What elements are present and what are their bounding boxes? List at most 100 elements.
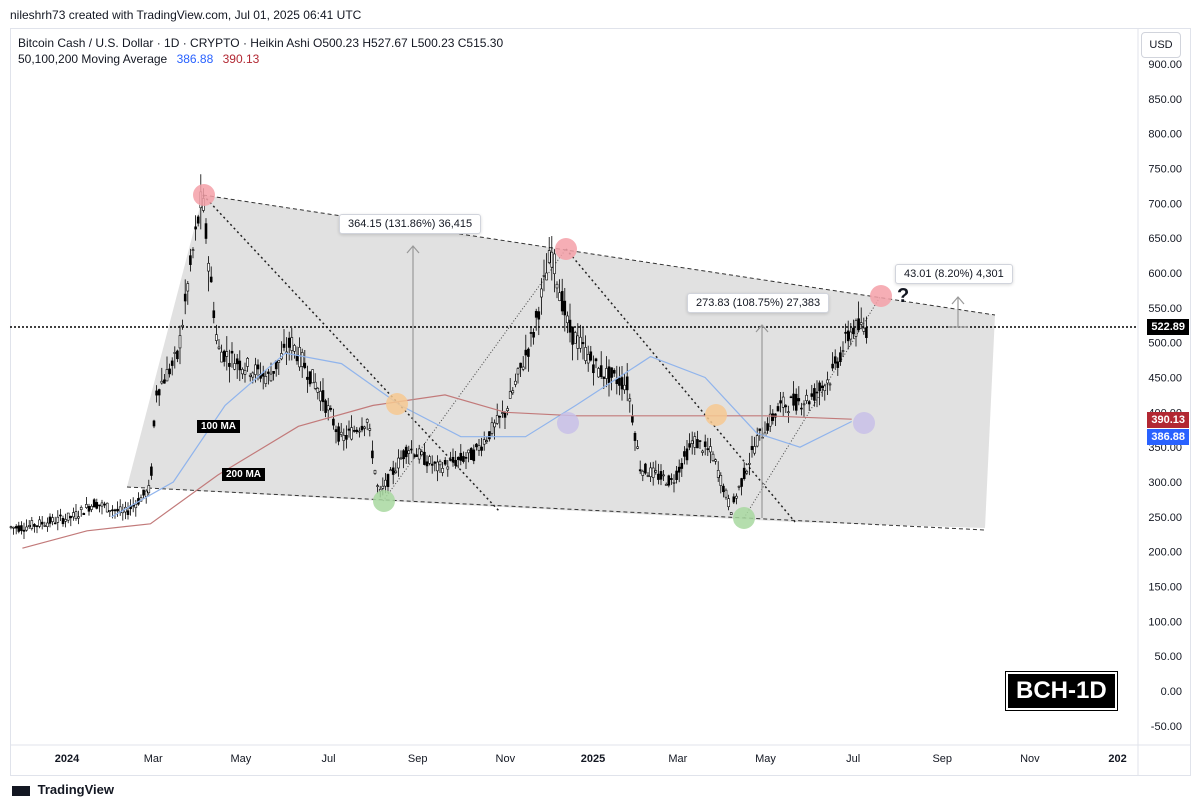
x-tick-label: 202 xyxy=(1108,753,1126,765)
bottom-marker-2 xyxy=(733,507,755,529)
candle-body xyxy=(787,411,790,414)
candle-body xyxy=(776,406,780,412)
candle-body xyxy=(443,459,447,465)
candle-body xyxy=(646,475,650,477)
candle-body xyxy=(269,373,273,382)
candle-body xyxy=(618,377,621,386)
measure-label-1[interactable]: 364.15 (131.86%) 36,415 xyxy=(339,214,482,234)
candle-body xyxy=(368,428,372,431)
candle-body xyxy=(797,398,801,402)
candle-body xyxy=(560,291,564,312)
candle-body xyxy=(750,445,754,451)
candle-body xyxy=(714,459,717,462)
candle-body xyxy=(196,216,200,224)
candle-body xyxy=(683,451,686,457)
candle-body xyxy=(680,462,684,469)
candle-body xyxy=(298,347,301,368)
candle-body xyxy=(222,350,226,362)
candle-body xyxy=(33,524,36,527)
candle-body xyxy=(501,412,504,414)
candle-body xyxy=(326,405,330,411)
bottom-marker-1 xyxy=(373,490,395,512)
candle-body xyxy=(168,368,171,375)
candle-body xyxy=(519,362,522,368)
candle-body xyxy=(623,384,626,391)
attribution-text: nileshrh73 created with TradingView.com,… xyxy=(10,8,362,22)
breakout-marker-1 xyxy=(386,393,408,415)
y-tick-label: 750.00 xyxy=(1148,164,1182,176)
candle-body xyxy=(79,507,83,510)
candle-body xyxy=(425,461,429,467)
candle-body xyxy=(306,376,309,380)
candle-body xyxy=(607,366,611,384)
y-tick-label: 50.00 xyxy=(1154,651,1182,663)
candle-body xyxy=(209,276,213,283)
candle-body xyxy=(698,440,702,442)
candle-body xyxy=(303,362,307,369)
candle-body xyxy=(308,371,312,385)
measure-label-2[interactable]: 273.83 (108.75%) 27,383 xyxy=(687,293,830,313)
candle-body xyxy=(846,330,850,342)
candle-body xyxy=(358,430,361,433)
ma-value-red: 390.13 xyxy=(222,52,260,66)
candle-body xyxy=(17,525,21,532)
candle-body xyxy=(170,360,174,366)
ma100-line xyxy=(111,352,852,518)
candle-body xyxy=(204,223,208,239)
candle-body xyxy=(664,484,668,486)
measure-arrow-3-head xyxy=(951,296,965,305)
candle-body xyxy=(493,422,496,428)
currency-button[interactable]: USD xyxy=(1141,32,1181,58)
candle-body xyxy=(516,368,520,375)
candle-body xyxy=(430,463,434,466)
candle-body xyxy=(758,428,762,431)
question-mark: ? xyxy=(897,285,910,307)
candle-body xyxy=(293,345,296,352)
symbol-line: Bitcoin Cash / U.S. Dollar · 1D · CRYPTO… xyxy=(18,36,504,50)
x-tick-label: Nov xyxy=(496,753,516,765)
candle-body xyxy=(82,512,86,516)
candle-body xyxy=(716,470,720,478)
candle-body xyxy=(701,450,704,453)
candle-body xyxy=(823,385,827,391)
candle-body xyxy=(690,440,694,444)
measure-label-3[interactable]: 43.01 (8.20%) 4,301 xyxy=(895,264,1013,284)
candle-body xyxy=(363,426,366,429)
candle-body xyxy=(397,457,400,469)
candle-body xyxy=(72,512,75,518)
measure-arrow-2-head xyxy=(755,324,769,333)
y-tick-label: 700.00 xyxy=(1148,198,1182,210)
candle-body xyxy=(438,461,442,466)
x-tick-label: Mar xyxy=(144,753,163,765)
candle-body xyxy=(662,474,665,477)
candle-body xyxy=(446,466,450,470)
candle-body xyxy=(12,526,15,529)
candle-body xyxy=(836,361,840,368)
candle-body xyxy=(740,478,743,487)
candle-body xyxy=(87,506,91,512)
chart-frame[interactable] xyxy=(10,28,1191,776)
candle-body xyxy=(173,352,177,354)
candle-body xyxy=(771,413,775,421)
candle-body xyxy=(456,457,460,460)
candle-body xyxy=(805,394,808,401)
y-tick-label: 100.00 xyxy=(1148,616,1182,628)
candle-body xyxy=(134,503,138,509)
candle-body xyxy=(503,412,507,418)
candle-body xyxy=(300,352,304,367)
candle-body xyxy=(74,511,78,519)
candle-body xyxy=(506,408,509,412)
resistance-target-marker xyxy=(870,285,892,307)
candle-body xyxy=(90,505,93,510)
ma-label: 50,100,200 Moving Average xyxy=(18,52,168,66)
candle-body xyxy=(711,453,715,461)
candle-body xyxy=(514,380,517,385)
candle-body xyxy=(334,429,338,433)
candle-body xyxy=(815,391,819,394)
candle-body xyxy=(729,512,733,515)
candle-body xyxy=(459,452,463,461)
candle-body xyxy=(46,522,49,527)
candle-body xyxy=(745,470,749,474)
candle-body xyxy=(384,479,387,487)
candle-body xyxy=(194,226,197,230)
